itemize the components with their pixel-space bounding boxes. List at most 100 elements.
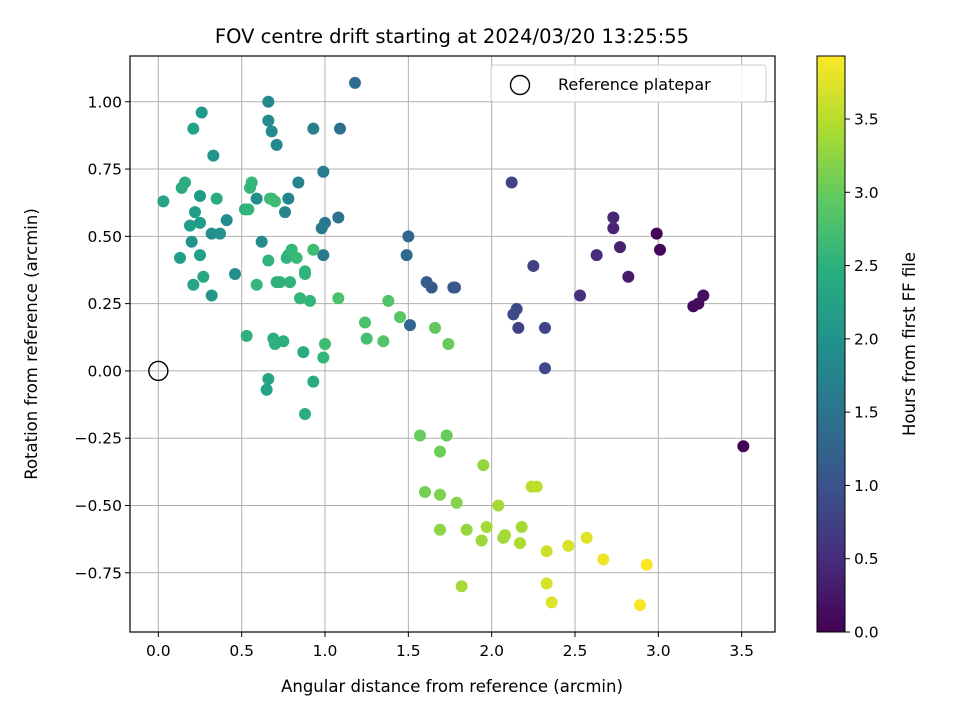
scatter-point: [307, 243, 320, 256]
scatter-point: [317, 165, 330, 178]
scatter-point: [205, 289, 218, 302]
scatter-point: [332, 211, 345, 224]
scatter-point: [394, 311, 406, 324]
scatter-point: [580, 531, 593, 544]
colorbar-tick-label: 2.0: [854, 330, 879, 348]
y-axis-ticks: −0.75 −0.50 −0.25 0.00 0.25 0.50 0.75 1.00: [75, 93, 130, 582]
y-tick-label: 1.00: [87, 93, 122, 111]
scatter-point: [499, 529, 511, 542]
scatter-point: [185, 235, 198, 248]
legend-label: Reference platepar: [558, 75, 711, 94]
scatter-point: [562, 539, 575, 552]
scatter-point: [400, 249, 413, 262]
scatter-point: [540, 577, 553, 590]
colorbar-label: Hours from first FF file: [900, 252, 919, 436]
scatter-point: [194, 189, 206, 202]
colorbar-gradient: [816, 55, 846, 633]
scatter-point: [507, 308, 520, 321]
x-tick-label: 2.0: [479, 642, 504, 660]
scatter-point: [480, 521, 493, 534]
scatter-point: [174, 251, 186, 264]
scatter-point: [194, 216, 206, 229]
scatter-point: [434, 445, 446, 458]
x-tick-label: 1.5: [396, 642, 421, 660]
scatter-point: [317, 249, 330, 262]
scatter-point: [304, 294, 316, 307]
scatter-point: [334, 122, 346, 135]
scatter-point: [277, 335, 290, 348]
scatter-point: [245, 176, 258, 189]
plot-frame: [129, 55, 776, 633]
scatter-point: [349, 76, 361, 89]
y-tick-label: −0.50: [75, 497, 123, 515]
scatter-point: [402, 230, 415, 243]
scatter-point: [187, 122, 200, 135]
scatter-point: [429, 321, 441, 334]
scatter-point: [262, 114, 275, 127]
scatter-point: [460, 523, 473, 536]
scatter-point: [220, 214, 233, 227]
reference-point: [148, 360, 169, 382]
scatter-point: [360, 332, 373, 345]
scatter-point: [282, 192, 295, 205]
scatter-point: [475, 534, 488, 547]
scatter-point: [527, 259, 540, 272]
scatter-point: [514, 537, 526, 550]
scatter-point: [640, 558, 653, 571]
scatter-point: [292, 176, 305, 189]
y-tick-label: 0.75: [87, 161, 122, 179]
scatter-point: [179, 176, 191, 189]
x-tick-label: 3.0: [646, 642, 671, 660]
scatter-point: [447, 281, 460, 294]
scatter-point: [530, 480, 543, 493]
scatter-point: [420, 276, 433, 289]
colorbar-tick-label: 0.5: [854, 550, 879, 568]
scatter-point: [597, 553, 610, 566]
x-tick-label: 3.5: [729, 642, 754, 660]
scatter-point: [269, 195, 281, 208]
scatter-point: [262, 95, 275, 108]
scatter-point: [455, 580, 468, 593]
scatter-point: [540, 545, 553, 558]
colorbar-tick-label: 3.5: [854, 111, 879, 129]
scatter-point: [377, 335, 390, 348]
scatter-point: [574, 289, 586, 302]
scatter-point: [477, 459, 490, 472]
scatter-point: [210, 192, 223, 205]
scatter-point: [359, 316, 371, 329]
y-tick-label: −0.25: [75, 430, 123, 448]
x-tick-label: 0.5: [229, 642, 254, 660]
scatter-point: [184, 219, 196, 232]
scatter-point: [270, 138, 283, 151]
chart-title: FOV centre drift starting at 2024/03/20 …: [215, 25, 689, 48]
x-axis-ticks: 0.0 0.5 1.0 1.5 2.0 2.5 3.0 3.5: [146, 632, 754, 660]
scatter-point: [265, 125, 278, 138]
scatter-point: [255, 235, 268, 248]
scatter-point: [274, 276, 286, 289]
scatter-point: [294, 292, 306, 305]
scatter-point: [307, 375, 320, 388]
scatter-point: [590, 249, 603, 262]
scatter-point: [505, 176, 518, 189]
y-tick-label: 0.00: [87, 362, 122, 380]
scatter-point: [697, 289, 710, 302]
colorbar-ticks: 0.0 0.5 1.0 1.5 2.0 2.5 3.0 3.5: [845, 111, 879, 642]
scatter-point: [260, 383, 273, 396]
scatter-point: [262, 254, 275, 267]
scatter-point: [622, 270, 635, 283]
y-tick-label: −0.75: [75, 564, 123, 582]
scatter-point: [450, 496, 463, 509]
scatter-point: [539, 362, 551, 375]
scatter-point: [187, 278, 200, 291]
scatter-point: [194, 249, 206, 262]
scatter-point: [492, 499, 505, 512]
scatter-point: [297, 346, 310, 359]
legend: Reference platepar: [490, 64, 767, 103]
colorbar-tick-label: 3.0: [854, 184, 879, 202]
scatter-point: [207, 149, 220, 162]
colorbar-tick-label: 2.5: [854, 257, 879, 275]
colorbar-tick-label: 1.5: [854, 404, 879, 422]
grid-lines: [130, 56, 775, 632]
scatter-point: [299, 265, 311, 278]
